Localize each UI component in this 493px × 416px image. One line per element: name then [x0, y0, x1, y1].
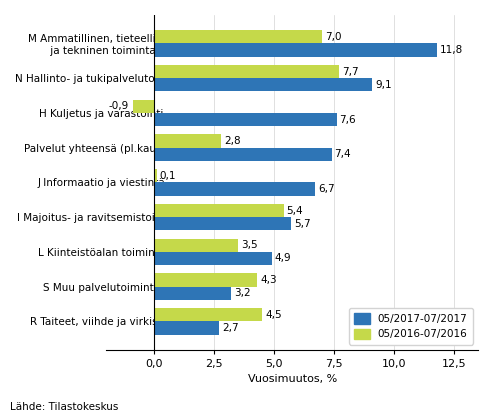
Text: 9,1: 9,1	[375, 80, 392, 90]
Text: 6,7: 6,7	[318, 184, 334, 194]
Text: 5,4: 5,4	[286, 206, 303, 215]
Text: 4,5: 4,5	[265, 310, 282, 320]
Text: 2,8: 2,8	[224, 136, 241, 146]
Text: 4,9: 4,9	[275, 253, 291, 263]
Bar	[154, 182, 315, 196]
Bar	[154, 113, 337, 126]
Text: 4,3: 4,3	[260, 275, 277, 285]
Bar	[154, 321, 219, 334]
Text: 7,0: 7,0	[325, 32, 342, 42]
Bar	[154, 217, 291, 230]
Text: 7,7: 7,7	[342, 67, 358, 77]
Bar	[154, 273, 257, 287]
Text: -0,9: -0,9	[109, 102, 129, 111]
Text: 7,6: 7,6	[339, 114, 356, 124]
Bar	[154, 308, 262, 321]
Text: 7,4: 7,4	[335, 149, 351, 159]
Legend: 05/2017-07/2017, 05/2016-07/2016: 05/2017-07/2017, 05/2016-07/2016	[349, 308, 473, 344]
Bar	[154, 78, 373, 92]
Bar	[154, 43, 437, 57]
Bar	[154, 239, 238, 252]
Text: 11,8: 11,8	[440, 45, 463, 55]
Text: Lähde: Tilastokeskus: Lähde: Tilastokeskus	[10, 402, 118, 412]
Bar	[154, 287, 231, 300]
Text: 5,7: 5,7	[294, 219, 311, 229]
Bar	[154, 148, 332, 161]
Bar	[154, 204, 284, 217]
Text: 3,2: 3,2	[234, 288, 250, 298]
X-axis label: Vuosimuutos, %: Vuosimuutos, %	[247, 374, 337, 384]
Bar	[154, 30, 322, 43]
Text: 0,1: 0,1	[160, 171, 176, 181]
Bar	[154, 252, 272, 265]
Bar	[154, 169, 157, 182]
Text: 3,5: 3,5	[241, 240, 258, 250]
Bar	[154, 134, 221, 148]
Bar	[133, 100, 154, 113]
Text: 2,7: 2,7	[222, 323, 239, 333]
Bar	[154, 65, 339, 78]
